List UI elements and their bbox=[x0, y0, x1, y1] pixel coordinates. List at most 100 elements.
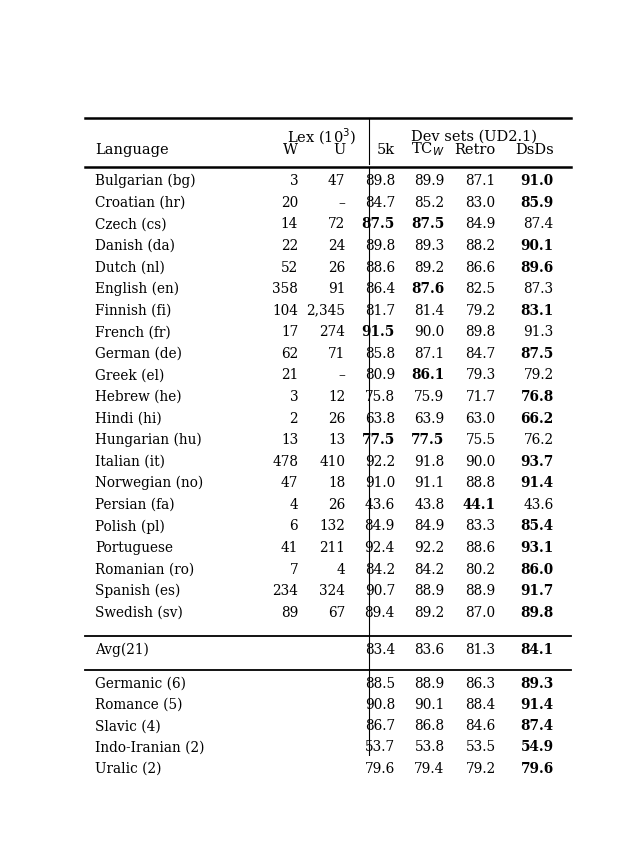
Text: W: W bbox=[284, 143, 298, 156]
Text: 3: 3 bbox=[290, 390, 298, 404]
Text: 89.6: 89.6 bbox=[520, 261, 554, 274]
Text: Polish (pl): Polish (pl) bbox=[95, 520, 164, 534]
Text: 89.2: 89.2 bbox=[414, 261, 445, 274]
Text: 26: 26 bbox=[328, 261, 346, 274]
Text: 79.2: 79.2 bbox=[465, 304, 495, 318]
Text: 87.4: 87.4 bbox=[524, 217, 554, 232]
Text: 76.2: 76.2 bbox=[524, 433, 554, 447]
Text: Dutch (nl): Dutch (nl) bbox=[95, 261, 164, 274]
Text: 47: 47 bbox=[328, 174, 346, 188]
Text: 358: 358 bbox=[273, 282, 298, 296]
Text: Lex (10$^3$): Lex (10$^3$) bbox=[287, 127, 356, 147]
Text: 63.0: 63.0 bbox=[465, 412, 495, 425]
Text: Hindi (hi): Hindi (hi) bbox=[95, 412, 162, 425]
Text: 79.6: 79.6 bbox=[520, 762, 554, 775]
Text: 62: 62 bbox=[281, 347, 298, 361]
Text: 75.5: 75.5 bbox=[465, 433, 495, 447]
Text: French (fr): French (fr) bbox=[95, 325, 171, 340]
Text: 66.2: 66.2 bbox=[520, 412, 554, 425]
Text: 86.0: 86.0 bbox=[520, 563, 554, 576]
Text: 89: 89 bbox=[281, 605, 298, 620]
Text: 89.3: 89.3 bbox=[520, 677, 554, 691]
Text: 4: 4 bbox=[289, 498, 298, 512]
Text: 43.6: 43.6 bbox=[365, 498, 395, 512]
Text: Persian (fa): Persian (fa) bbox=[95, 498, 175, 512]
Text: 44.1: 44.1 bbox=[463, 498, 495, 512]
Text: 91.1: 91.1 bbox=[414, 476, 445, 491]
Text: 88.2: 88.2 bbox=[465, 239, 495, 253]
Text: 90.7: 90.7 bbox=[365, 584, 395, 599]
Text: 2,345: 2,345 bbox=[307, 304, 346, 318]
Text: 26: 26 bbox=[328, 412, 346, 425]
Text: 91.0: 91.0 bbox=[365, 476, 395, 491]
Text: Language: Language bbox=[95, 143, 168, 156]
Text: 90.0: 90.0 bbox=[414, 325, 445, 340]
Text: 90.1: 90.1 bbox=[414, 698, 445, 712]
Text: 84.2: 84.2 bbox=[365, 563, 395, 576]
Text: 7: 7 bbox=[290, 563, 298, 576]
Text: –: – bbox=[339, 368, 346, 382]
Text: 13: 13 bbox=[281, 433, 298, 447]
Text: 87.4: 87.4 bbox=[520, 719, 554, 734]
Text: 89.8: 89.8 bbox=[520, 605, 554, 620]
Text: Swedish (sv): Swedish (sv) bbox=[95, 605, 183, 620]
Text: 90.0: 90.0 bbox=[465, 455, 495, 469]
Text: 82.5: 82.5 bbox=[465, 282, 495, 296]
Text: 478: 478 bbox=[272, 455, 298, 469]
Text: 87.0: 87.0 bbox=[465, 605, 495, 620]
Text: Germanic (6): Germanic (6) bbox=[95, 677, 186, 691]
Text: 92.2: 92.2 bbox=[365, 455, 395, 469]
Text: Greek (el): Greek (el) bbox=[95, 368, 164, 382]
Text: 87.5: 87.5 bbox=[412, 217, 445, 232]
Text: 91: 91 bbox=[328, 282, 346, 296]
Text: 84.2: 84.2 bbox=[414, 563, 445, 576]
Text: English (en): English (en) bbox=[95, 282, 179, 296]
Text: Romanian (ro): Romanian (ro) bbox=[95, 563, 194, 576]
Text: 87.3: 87.3 bbox=[524, 282, 554, 296]
Text: 52: 52 bbox=[281, 261, 298, 274]
Text: 77.5: 77.5 bbox=[362, 433, 395, 447]
Text: 84.6: 84.6 bbox=[465, 719, 495, 734]
Text: Danish (da): Danish (da) bbox=[95, 239, 175, 253]
Text: 4: 4 bbox=[337, 563, 346, 576]
Text: 91.4: 91.4 bbox=[520, 476, 554, 491]
Text: 88.6: 88.6 bbox=[465, 541, 495, 555]
Text: 89.8: 89.8 bbox=[365, 174, 395, 188]
Text: 88.4: 88.4 bbox=[465, 698, 495, 712]
Text: 80.9: 80.9 bbox=[365, 368, 395, 382]
Text: 47: 47 bbox=[281, 476, 298, 491]
Text: Bulgarian (bg): Bulgarian (bg) bbox=[95, 174, 195, 188]
Text: 79.6: 79.6 bbox=[365, 762, 395, 775]
Text: Slavic (4): Slavic (4) bbox=[95, 719, 161, 734]
Text: Romance (5): Romance (5) bbox=[95, 698, 182, 712]
Text: 92.2: 92.2 bbox=[414, 541, 445, 555]
Text: 88.5: 88.5 bbox=[365, 677, 395, 691]
Text: 21: 21 bbox=[281, 368, 298, 382]
Text: 88.9: 88.9 bbox=[465, 584, 495, 599]
Text: 26: 26 bbox=[328, 498, 346, 512]
Text: 86.3: 86.3 bbox=[465, 677, 495, 691]
Text: 410: 410 bbox=[319, 455, 346, 469]
Text: 91.7: 91.7 bbox=[520, 584, 554, 599]
Text: 80.2: 80.2 bbox=[465, 563, 495, 576]
Text: 83.1: 83.1 bbox=[520, 304, 554, 318]
Text: 324: 324 bbox=[319, 584, 346, 599]
Text: 13: 13 bbox=[328, 433, 346, 447]
Text: 91.4: 91.4 bbox=[520, 698, 554, 712]
Text: 87.6: 87.6 bbox=[412, 282, 445, 296]
Text: Avg(21): Avg(21) bbox=[95, 643, 148, 657]
Text: DsDs: DsDs bbox=[515, 143, 554, 156]
Text: 132: 132 bbox=[319, 520, 346, 533]
Text: 12: 12 bbox=[328, 390, 346, 404]
Text: 71: 71 bbox=[328, 347, 346, 361]
Text: Dev sets (UD2.1): Dev sets (UD2.1) bbox=[412, 130, 538, 143]
Text: –: – bbox=[339, 196, 346, 210]
Text: Finnish (fi): Finnish (fi) bbox=[95, 304, 172, 318]
Text: 79.2: 79.2 bbox=[465, 762, 495, 775]
Text: Spanish (es): Spanish (es) bbox=[95, 584, 180, 599]
Text: 84.9: 84.9 bbox=[414, 520, 445, 533]
Text: Czech (cs): Czech (cs) bbox=[95, 217, 166, 232]
Text: 86.4: 86.4 bbox=[365, 282, 395, 296]
Text: 3: 3 bbox=[290, 174, 298, 188]
Text: 81.7: 81.7 bbox=[365, 304, 395, 318]
